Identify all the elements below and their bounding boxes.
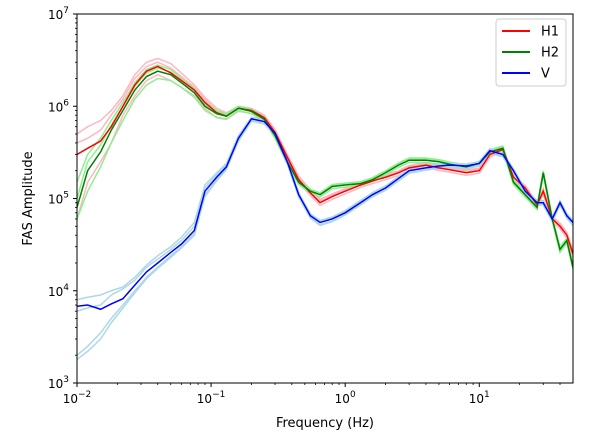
y-tick-label: 105 [48,191,69,207]
mean-lines-layer [77,65,573,311]
y-axis: 103 104 105 106 107 [48,6,77,391]
spread-line-v-3 [77,120,573,361]
x-axis: 10−2 10−1 100 101 [63,383,561,406]
legend: H1 H2 V [495,18,567,87]
y-axis-label: FAS Amplitude [21,151,36,245]
legend-v-label: V [541,67,550,82]
x-tick-label: 10−1 [197,390,226,406]
y-tick-label: 106 [48,98,69,114]
x-tick-label: 101 [469,390,490,406]
y-tick-label: 107 [48,6,69,22]
x-tick-label: 100 [335,390,356,406]
legend-h2-label: H2 [541,46,559,61]
y-tick-label: 104 [48,283,69,299]
x-tick-label: 10−2 [63,390,92,406]
series-line-v [77,118,573,311]
y-tick-label: 103 [48,375,69,391]
series-line-h1 [77,65,573,255]
series-line-h2 [77,70,573,268]
x-axis-label: Frequency (Hz) [276,416,374,431]
legend-h1-label: H1 [541,25,559,40]
legend-box [495,18,567,87]
